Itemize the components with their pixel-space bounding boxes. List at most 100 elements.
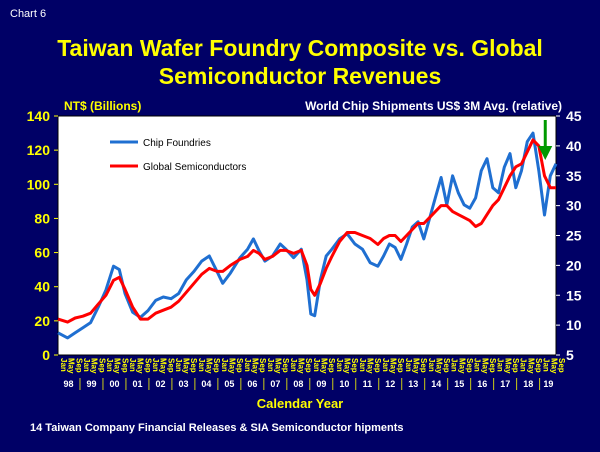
x-year-tick-label: 98 xyxy=(64,379,74,389)
x-year-tick-label: 16 xyxy=(477,379,487,389)
x-month-tick-label: May xyxy=(388,358,397,374)
x-month-tick-label: Sep xyxy=(373,358,382,373)
x-month-tick-label: Jan xyxy=(105,358,114,372)
y-axis-right-label: World Chip Shipments US$ 3M Avg. (relati… xyxy=(305,99,562,113)
x-month-tick-label: Sep xyxy=(534,358,543,373)
x-month-tick-label: Jan xyxy=(335,358,344,372)
chart-title: Taiwan Wafer Foundry Composite vs. Globa… xyxy=(0,34,600,90)
x-month-tick-label: May xyxy=(136,358,145,374)
x-month-tick-label: May xyxy=(182,358,191,374)
x-month-tick-label: Sep xyxy=(557,358,566,373)
x-month-tick-label: Sep xyxy=(442,358,451,373)
x-month-tick-label: Jan xyxy=(220,358,229,372)
x-month-tick-label: Jan xyxy=(381,358,390,372)
x-month-tick-label: May xyxy=(297,358,306,374)
series-line-global-semiconductors xyxy=(57,138,556,324)
y-right-tick-label: 20 xyxy=(566,257,582,273)
x-month-tick-label: May xyxy=(251,358,260,374)
x-month-tick-label: May xyxy=(457,358,466,374)
x-month-tick-label: Jan xyxy=(519,358,528,372)
x-year-tick-label: 99 xyxy=(87,379,97,389)
x-year-tick-label: 04 xyxy=(201,379,211,389)
x-month-tick-label: Sep xyxy=(166,358,175,373)
source-note: 14 Taiwan Company Financial Releases & S… xyxy=(30,422,404,434)
x-month-tick-label: Sep xyxy=(396,358,405,373)
x-month-tick-label: Jan xyxy=(266,358,275,372)
x-year-tick-label: 08 xyxy=(293,379,303,389)
x-month-tick-label: Sep xyxy=(465,358,474,373)
x-year-tick-label: 07 xyxy=(270,379,280,389)
x-month-tick-label: Jan xyxy=(243,358,252,372)
x-month-tick-label: Jan xyxy=(289,358,298,372)
y-left-tick-label: 20 xyxy=(34,313,50,329)
x-axis-label: Calendar Year xyxy=(256,396,344,411)
x-month-tick-label: Sep xyxy=(74,358,83,373)
chart-number-label: Chart 6 xyxy=(10,8,47,20)
x-month-tick-label: Sep xyxy=(511,358,520,373)
y-right-tick-label: 30 xyxy=(566,198,582,214)
x-month-tick-label: Jan xyxy=(82,358,91,372)
x-month-tick-label: Sep xyxy=(120,358,129,373)
x-month-tick-label: Jan xyxy=(128,358,137,372)
y-right-tick-label: 10 xyxy=(566,317,582,333)
x-month-tick-label: Sep xyxy=(258,358,267,373)
x-month-tick-label: Jan xyxy=(358,358,367,372)
x-year-tick-label: 12 xyxy=(385,379,395,389)
legend-label: Global Semiconductors xyxy=(143,162,246,173)
x-month-tick-label: Sep xyxy=(212,358,221,373)
y-left-tick-label: 140 xyxy=(27,108,51,124)
y-left-tick-label: 40 xyxy=(34,279,50,295)
y-left-tick-label: 120 xyxy=(27,142,51,158)
x-month-tick-label: May xyxy=(113,358,122,374)
x-month-tick-label: May xyxy=(67,358,76,374)
x-month-tick-label: Sep xyxy=(488,358,497,373)
x-year-tick-label: 15 xyxy=(454,379,464,389)
x-month-tick-label: Jan xyxy=(542,358,551,372)
x-month-tick-label: Jan xyxy=(496,358,505,372)
series-group xyxy=(57,131,558,340)
x-month-tick-label: Jan xyxy=(174,358,183,372)
x-month-tick-label: Jan xyxy=(197,358,206,372)
x-month-tick-label: Jan xyxy=(450,358,459,372)
y-left-tick-label: 0 xyxy=(42,347,50,363)
x-year-tick-label: 11 xyxy=(363,379,373,389)
x-month-tick-label: May xyxy=(411,358,420,374)
x-year-tick-label: 09 xyxy=(316,379,326,389)
x-year-tick-label: 06 xyxy=(247,379,257,389)
chart-title-line-1: Taiwan Wafer Foundry Composite vs. Globa… xyxy=(57,35,543,61)
x-month-tick-label: May xyxy=(526,358,535,374)
x-month-tick-label: Sep xyxy=(304,358,313,373)
x-month-tick-label: May xyxy=(205,358,214,374)
x-month-tick-label: May xyxy=(90,358,99,374)
x-year-tick-label: 10 xyxy=(339,379,349,389)
x-month-tick-label: May xyxy=(274,358,283,374)
x-year-tick-label: 03 xyxy=(178,379,188,389)
series-line-chip-foundries xyxy=(57,131,558,340)
x-month-tick-label: May xyxy=(228,358,237,374)
y-right-tick-label: 35 xyxy=(566,168,582,184)
x-month-tick-label: May xyxy=(434,358,443,374)
legend: Chip Foundries Global Semiconductors xyxy=(110,138,246,173)
x-month-tick-label: Jan xyxy=(404,358,413,372)
x-year-tick-label: 01 xyxy=(132,379,142,389)
x-month-tick-label: May xyxy=(549,358,558,374)
y-right-tick-label: 15 xyxy=(566,287,582,303)
x-month-tick-label: Jan xyxy=(312,358,321,372)
y-axis-left-label: NT$ (Billions) xyxy=(64,99,142,113)
x-month-tick-label: Jan xyxy=(151,358,160,372)
y-left-tick-label: 100 xyxy=(27,176,51,192)
x-month-tick-label: Sep xyxy=(235,358,244,373)
x-year-tick-label: 02 xyxy=(155,379,165,389)
y-right-tick-label: 25 xyxy=(566,228,582,244)
x-month-tick-label: May xyxy=(503,358,512,374)
x-month-tick-label: Sep xyxy=(189,358,198,373)
x-month-tick-label: May xyxy=(365,358,374,374)
annotation-arrow-head xyxy=(538,146,553,160)
x-year-tick-label: 18 xyxy=(523,379,533,389)
x-year-tick-label: 17 xyxy=(500,379,510,389)
x-month-tick-label: Jan xyxy=(427,358,436,372)
x-month-tick-label: Sep xyxy=(143,358,152,373)
x-month-tick-label: Sep xyxy=(419,358,428,373)
x-month-tick-label: Sep xyxy=(97,358,106,373)
